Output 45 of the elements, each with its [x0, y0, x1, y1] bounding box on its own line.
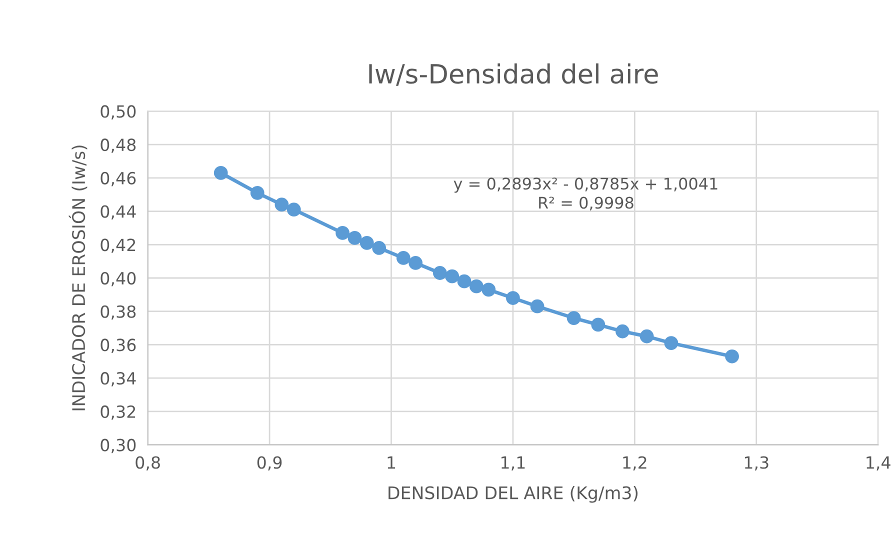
point: [432, 266, 447, 280]
x-axis-title: DENSIDAD DEL AIRE (Kg/m3): [388, 486, 638, 503]
point: [616, 324, 630, 338]
y-tick-label: 0,34: [100, 372, 136, 386]
y-tick-label: 0,48: [100, 138, 136, 153]
y-tick-label: 0,42: [100, 238, 136, 253]
point: [336, 226, 350, 240]
point: [214, 166, 228, 180]
y-tick-label: 0,32: [100, 405, 136, 420]
point: [470, 279, 484, 294]
annotation: y = 0,2893x² - 0,8785x + 1,0041 R² = 0,9998: [454, 178, 718, 210]
chart-title: Iw/s-Densidad del aire: [369, 63, 658, 86]
y-tick-label: 0,50: [100, 105, 136, 120]
point: [530, 299, 544, 314]
point: [445, 269, 460, 284]
point: [725, 349, 739, 364]
y-axis-title: INDICADOR DE EROSIÓN (Iw/s): [68, 146, 88, 410]
point: [591, 318, 606, 332]
x-tick-label: 1,3: [744, 456, 768, 471]
x-tick-label: 0,8: [136, 456, 160, 471]
point: [286, 202, 301, 217]
y-tick-label: 0,40: [100, 272, 136, 286]
y-tick-label: 0,44: [100, 205, 136, 220]
point: [372, 241, 386, 255]
y-tick-label: 0,38: [100, 305, 136, 320]
point: [566, 311, 581, 325]
y-tick-label: 0,30: [100, 438, 136, 454]
point: [274, 198, 289, 212]
y-tick-label: 0,46: [100, 172, 136, 186]
point: [457, 274, 472, 288]
point: [482, 282, 496, 297]
x-tick-label: 1,1: [502, 456, 525, 471]
point: [396, 251, 410, 265]
point: [408, 256, 423, 270]
x-tick-label: 1,2: [623, 456, 646, 471]
y-tick-label: 0,36: [100, 338, 136, 353]
point: [250, 186, 264, 200]
x-tick-label: 1,4: [866, 456, 890, 471]
point: [360, 236, 374, 250]
point: [664, 336, 678, 350]
x-tick-label: 0,9: [257, 456, 282, 471]
point: [640, 329, 654, 344]
point: [348, 231, 362, 245]
point: [506, 291, 520, 305]
x-tick-label: 1: [388, 456, 396, 469]
